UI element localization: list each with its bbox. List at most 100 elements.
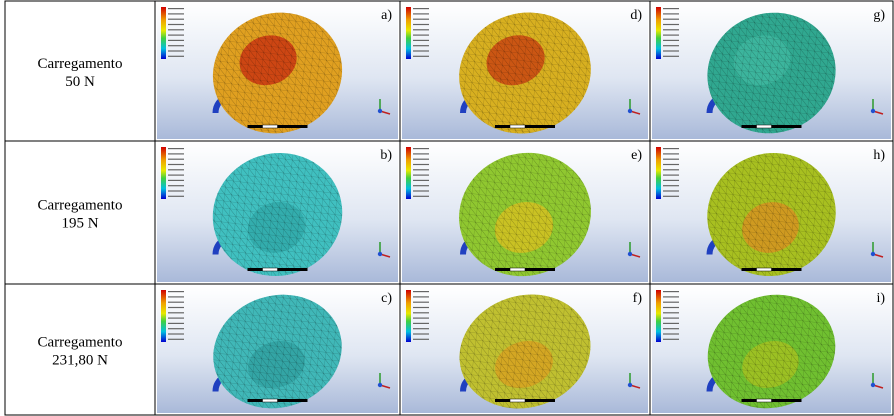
legend-tick [413, 164, 429, 165]
panel-letter: c) [381, 291, 392, 306]
legend-tick [413, 175, 429, 176]
legend-tick [663, 169, 679, 170]
row-label-line: 195 N [61, 216, 98, 232]
axis-origin [628, 252, 632, 256]
table-row: Carregamento231,80 Nc)f)i) [5, 278, 893, 416]
panel-letter: h) [873, 148, 885, 163]
legend-tick [663, 323, 679, 324]
legend-tick [413, 333, 429, 334]
result-panel: f) [400, 278, 650, 416]
axis-origin [628, 109, 632, 113]
legend-tick [168, 185, 184, 186]
legend-tick [413, 339, 429, 340]
legend-tick [663, 164, 679, 165]
legend-tick [413, 180, 429, 181]
legend-tick [168, 312, 184, 313]
scale-bar-white [510, 268, 525, 271]
legend-tick [168, 50, 184, 51]
legend-tick [168, 19, 184, 20]
result-panel: h) [650, 136, 893, 292]
legend-tick [168, 196, 184, 197]
axis-origin [378, 109, 382, 113]
legend-tick [413, 328, 429, 329]
legend-bar [406, 7, 411, 59]
legend-tick [663, 56, 679, 57]
legend-tick [413, 312, 429, 313]
panel-letter: f) [633, 291, 643, 306]
legend-tick [663, 328, 679, 329]
legend-tick [663, 29, 679, 30]
legend-tick [663, 180, 679, 181]
legend-tick [663, 40, 679, 41]
legend-tick [663, 35, 679, 36]
legend-tick [413, 56, 429, 57]
legend-bar [656, 147, 661, 199]
legend-bar [656, 7, 661, 59]
result-panel: d) [400, 0, 650, 150]
legend-tick [168, 8, 184, 9]
legend-tick [413, 323, 429, 324]
legend-tick [413, 8, 429, 9]
legend-tick [663, 291, 679, 292]
legend-tick [168, 148, 184, 149]
axis-origin [378, 252, 382, 256]
axis-origin [628, 383, 632, 387]
legend-tick [663, 19, 679, 20]
legend-tick [663, 333, 679, 334]
legend-tick [168, 291, 184, 292]
legend-bar [656, 290, 661, 342]
legend-bar [161, 7, 166, 59]
result-panel: e) [400, 136, 650, 293]
legend-tick [413, 159, 429, 160]
row-label-line: Carregamento [38, 198, 123, 214]
legend-tick [413, 35, 429, 36]
panel-letter: b) [380, 148, 392, 163]
legend-tick [168, 328, 184, 329]
legend-tick [413, 45, 429, 46]
legend-tick [663, 196, 679, 197]
legend-tick [663, 296, 679, 297]
legend-tick [413, 19, 429, 20]
legend-tick [413, 153, 429, 154]
legend-tick [413, 169, 429, 170]
row-label-line: 231,80 N [52, 353, 108, 369]
legend-tick [168, 45, 184, 46]
axis-origin [871, 252, 875, 256]
figure-table: Carregamento50 Na)d)g)Carregamento195 Nb… [0, 0, 894, 416]
legend-tick [663, 8, 679, 9]
scale-bar-white [263, 399, 278, 402]
legend-tick [663, 185, 679, 186]
scale-bar-white [757, 399, 772, 402]
result-panel: g) [650, 0, 893, 150]
scale-bar-white [263, 125, 278, 128]
legend-tick [168, 169, 184, 170]
legend-tick [168, 24, 184, 25]
panel-letter: g) [873, 8, 885, 23]
scale-bar-white [510, 125, 525, 128]
panel-letter: a) [381, 8, 392, 23]
scale-bar-white [510, 399, 525, 402]
legend-tick [168, 56, 184, 57]
legend-tick [663, 50, 679, 51]
row-label-line: Carregamento [38, 56, 123, 72]
legend-tick [168, 13, 184, 14]
legend-tick [168, 153, 184, 154]
legend-tick [413, 148, 429, 149]
scale-bar-white [263, 268, 278, 271]
legend-tick [168, 296, 184, 297]
result-panel: c) [155, 278, 400, 416]
legend-tick [168, 190, 184, 191]
legend-tick [413, 29, 429, 30]
legend-tick [168, 302, 184, 303]
axis-origin [871, 109, 875, 113]
legend-tick [413, 196, 429, 197]
legend-tick [663, 302, 679, 303]
legend-tick [663, 175, 679, 176]
legend-tick [663, 190, 679, 191]
legend-tick [413, 185, 429, 186]
legend-tick [168, 35, 184, 36]
result-panel: i) [650, 278, 893, 416]
legend-tick [413, 50, 429, 51]
legend-tick [663, 153, 679, 154]
